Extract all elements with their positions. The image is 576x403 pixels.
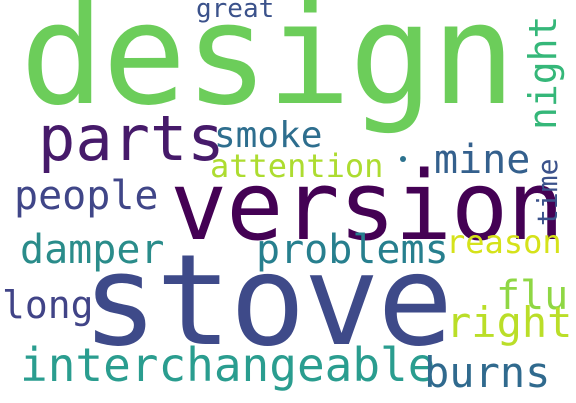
word-stove: stove bbox=[82, 227, 453, 374]
word-design: design bbox=[20, 0, 516, 137]
word-version: version bbox=[170, 152, 564, 262]
word-great: great bbox=[196, 0, 275, 24]
word-people: people bbox=[14, 173, 159, 219]
word-problems: problems bbox=[256, 227, 449, 273]
word-night: night bbox=[521, 15, 565, 130]
word-reason: reason bbox=[446, 223, 562, 261]
word-smoke: smoke bbox=[214, 115, 323, 156]
word-mine: mine bbox=[434, 137, 531, 183]
word-parts: parts bbox=[38, 102, 225, 175]
word-long: long bbox=[2, 283, 94, 327]
word-burns: burns bbox=[424, 348, 551, 397]
dot-mark bbox=[400, 156, 406, 162]
word-interchangeable: interchangeable bbox=[20, 338, 436, 392]
word-time: time bbox=[531, 158, 564, 226]
word-flu: flu bbox=[496, 273, 569, 319]
word-right: right bbox=[446, 298, 573, 347]
word-attention: attention bbox=[210, 147, 384, 185]
word-damper: damper bbox=[20, 227, 165, 273]
